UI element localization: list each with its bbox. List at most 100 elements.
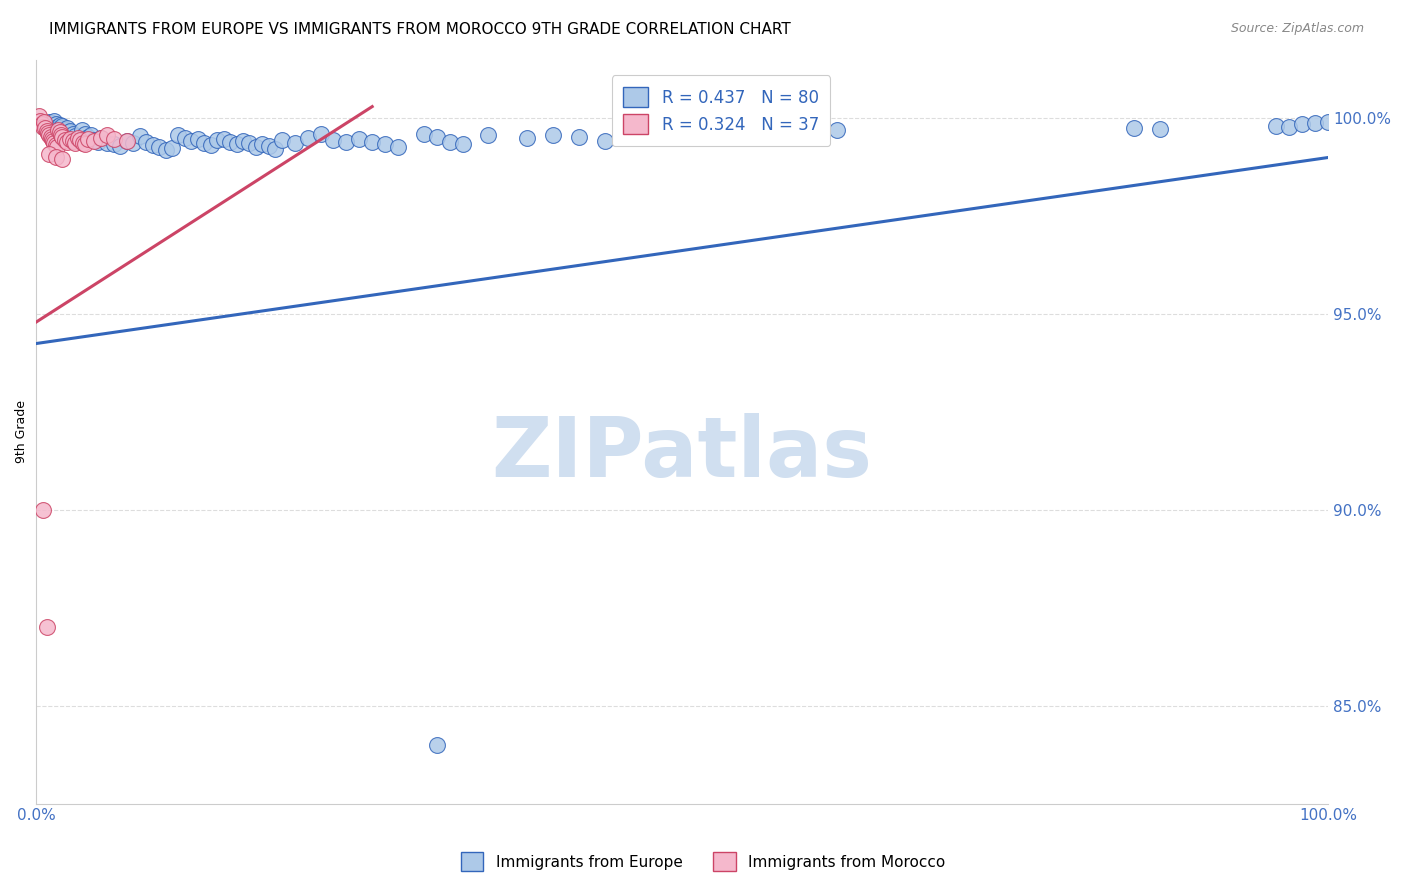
Point (264, 142, 287, 156)
Point (412, 127, 434, 141)
Point (96, 128, 118, 142)
Point (45, 150, 67, 164)
Point (35, 124, 58, 138)
Point (48, 125, 70, 139)
Point (451, 136, 474, 151)
Point (200, 138, 222, 153)
Point (38, 128, 60, 142)
Point (477, 128, 499, 142)
Legend: Immigrants from Europe, Immigrants from Morocco: Immigrants from Europe, Immigrants from … (454, 847, 952, 877)
Point (90, 131, 112, 145)
Point (541, 128, 564, 142)
Point (83, 133, 105, 147)
Point (90, 131, 112, 145)
Point (53, 123, 76, 137)
Text: Source: ZipAtlas.com: Source: ZipAtlas.com (1230, 22, 1364, 36)
Point (44, 136, 66, 150)
Point (48, 121, 70, 136)
Point (800, 125, 823, 139)
Y-axis label: 9th Grade: 9th Grade (15, 401, 28, 463)
Point (349, 131, 371, 145)
Point (35, 620, 58, 634)
Point (1123, 121, 1146, 136)
Point (37, 126, 59, 140)
Point (42, 134, 65, 148)
Point (32, 115, 55, 129)
Point (30, 114, 52, 128)
Point (45, 117, 67, 131)
Point (212, 131, 235, 145)
Point (66, 131, 89, 145)
Point (115, 134, 138, 148)
Point (387, 139, 409, 153)
Point (75, 136, 97, 151)
Point (77, 130, 100, 145)
Point (155, 143, 177, 157)
Point (193, 136, 215, 150)
Point (148, 139, 170, 153)
Point (51, 153, 73, 167)
Point (63, 128, 86, 143)
Point (79, 128, 101, 142)
Point (160, 141, 183, 155)
Point (103, 131, 125, 145)
Point (142, 138, 165, 153)
Point (48, 119, 70, 133)
Point (516, 131, 538, 145)
Point (238, 136, 260, 150)
Point (1291, 117, 1313, 131)
Point (53, 133, 76, 147)
Point (426, 130, 449, 145)
Point (232, 134, 254, 148)
Point (62, 134, 84, 148)
Point (115, 134, 138, 148)
Point (361, 135, 384, 149)
Point (34, 121, 56, 136)
Point (46, 123, 69, 137)
Point (374, 136, 396, 151)
Point (1303, 116, 1326, 130)
Point (39, 130, 62, 145)
Point (180, 134, 202, 148)
Text: ZIPatlas: ZIPatlas (492, 413, 873, 494)
Point (59, 124, 82, 138)
Point (31, 120, 53, 134)
Point (593, 134, 616, 148)
Point (426, 738, 449, 752)
Point (297, 131, 319, 145)
Point (31, 503, 53, 517)
Point (49, 128, 72, 142)
Point (167, 128, 190, 142)
Point (42, 119, 65, 133)
Point (56, 121, 79, 136)
Point (41, 116, 63, 130)
Point (252, 136, 274, 151)
Point (28, 109, 51, 123)
Text: IMMIGRANTS FROM EUROPE VS IMMIGRANTS FROM MOROCCO 9TH GRADE CORRELATION CHART: IMMIGRANTS FROM EUROPE VS IMMIGRANTS FRO… (49, 22, 792, 37)
Point (63, 136, 86, 150)
Point (51, 130, 73, 145)
Point (825, 123, 848, 137)
Point (51, 119, 73, 133)
Point (31, 117, 53, 131)
Legend: R = 0.437   N = 80, R = 0.324   N = 37: R = 0.437 N = 80, R = 0.324 N = 37 (612, 75, 831, 146)
Point (174, 131, 197, 145)
Point (128, 128, 150, 143)
Point (110, 138, 132, 153)
Point (762, 121, 785, 136)
Point (103, 136, 125, 151)
Point (46, 120, 69, 134)
Point (284, 136, 307, 150)
Point (225, 136, 247, 151)
Point (72, 136, 94, 150)
Point (205, 133, 228, 147)
Point (70, 123, 93, 137)
Point (270, 133, 292, 147)
Point (219, 135, 242, 149)
Point (1317, 115, 1340, 129)
Point (1265, 119, 1288, 133)
Point (58, 125, 80, 139)
Point (35, 117, 58, 131)
Point (257, 138, 280, 153)
Point (44, 114, 66, 128)
